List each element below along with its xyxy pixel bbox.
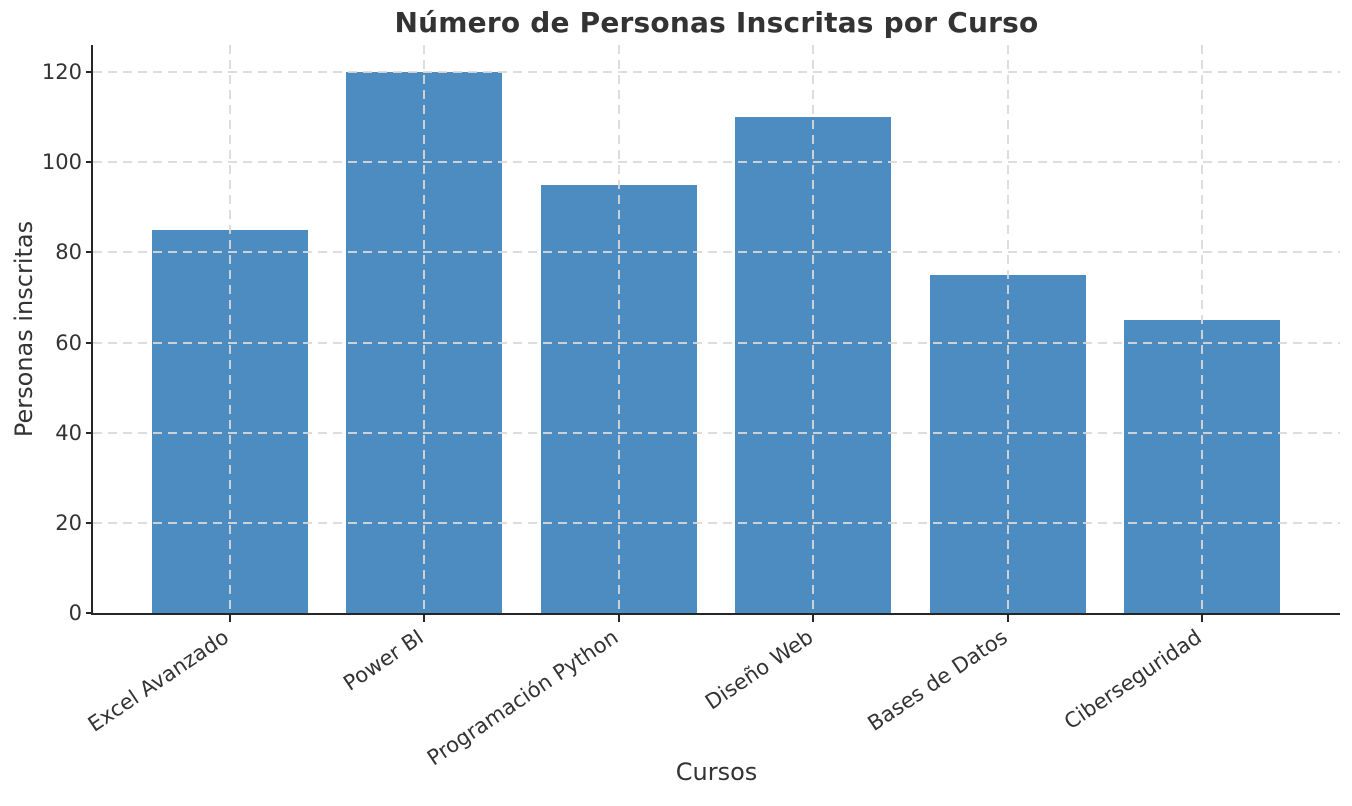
x-tick-mark [617,615,620,622]
h-gridline [93,521,1340,524]
y-axis-spine [91,45,93,615]
v-gridline [1006,45,1009,613]
x-tick-label: Ciberseguridad [1060,624,1206,735]
x-axis-label: Cursos [675,758,758,786]
h-gridline [93,341,1340,344]
plot-area [93,45,1340,613]
y-tick-label: 100 [41,150,82,175]
y-tick-mark [86,251,93,254]
x-tick-label: Excel Avanzado [83,624,234,737]
y-tick-mark [86,71,93,74]
h-gridline [93,161,1340,164]
x-tick-label: Bases de Datos [863,624,1012,736]
y-tick-label: 120 [41,60,82,85]
v-gridline [617,45,620,613]
x-tick-label: Diseño Web [700,624,817,715]
v-gridline [228,45,231,613]
x-tick-mark [228,615,231,622]
x-tick-label: Programación Python [422,624,623,771]
y-tick-mark [86,521,93,524]
h-gridline [93,71,1340,74]
v-gridline [423,45,425,613]
x-tick-mark [812,615,814,622]
y-tick-mark [86,612,93,614]
x-axis-spine [91,613,1340,615]
v-gridline [812,45,814,613]
x-tick-label: Power BI [339,624,428,696]
x-tick-mark [423,615,425,622]
v-gridline [1201,45,1203,613]
x-tick-mark [1201,615,1203,622]
chart-title: Número de Personas Inscritas por Curso [394,6,1039,39]
y-tick-label: 80 [55,240,82,265]
y-tick-mark [86,431,93,434]
y-tick-label: 40 [55,420,82,445]
y-tick-mark [86,341,93,344]
y-tick-mark [86,161,93,164]
h-gridline [93,251,1340,254]
x-tick-mark [1006,615,1009,622]
h-gridline [93,431,1340,434]
y-tick-label: 0 [68,601,82,625]
y-tick-label: 20 [55,510,82,535]
y-tick-label: 60 [55,330,82,355]
